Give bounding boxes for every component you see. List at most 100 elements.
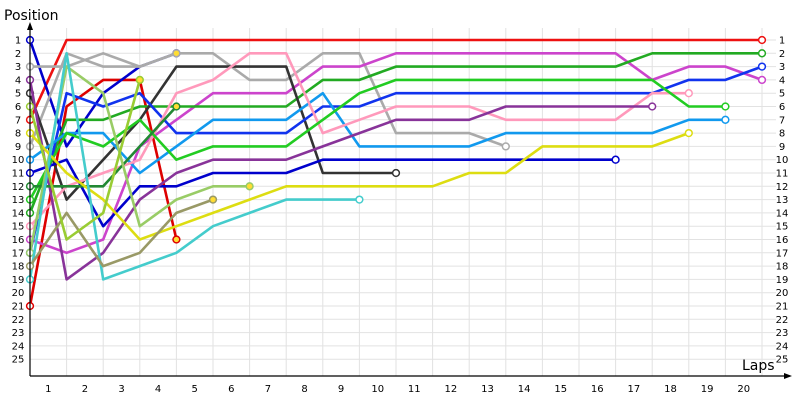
end-point: [721, 102, 730, 111]
y-tick-label: 1: [15, 36, 21, 47]
end-point: [172, 102, 181, 111]
end-point: [355, 195, 364, 204]
y-tick-label: 21: [776, 302, 789, 313]
series-line: [28, 65, 398, 201]
series-line: [28, 78, 727, 201]
end-point: [757, 35, 767, 45]
y-axis-arrow: [27, 22, 33, 30]
y-tick-label: 25: [12, 355, 25, 366]
x-tick-label: 11: [408, 384, 421, 395]
y-tick-label: 12: [12, 182, 25, 193]
x-tick-label: 3: [118, 384, 124, 395]
end-point: [757, 49, 767, 58]
y-tick-label: 6: [15, 102, 21, 113]
x-tick-label: 1: [45, 384, 51, 395]
series-line: [28, 65, 764, 255]
series-line: [28, 38, 764, 122]
y-tick-label: 4: [779, 75, 785, 86]
y-tick-label: 9: [779, 142, 785, 153]
y-tick-label: 22: [776, 315, 789, 326]
x-tick-label: 14: [518, 384, 531, 395]
x-tick-label: 4: [155, 384, 161, 395]
x-tick-label: 9: [338, 384, 344, 395]
end-point: [501, 142, 510, 151]
x-tick-label: 20: [737, 384, 750, 395]
end-point: [208, 195, 218, 204]
y-tick-label: 19: [776, 275, 789, 286]
y-tick-label: 1: [779, 36, 785, 47]
y-tick-label: 5: [15, 89, 21, 100]
y-tick-label: 23: [776, 328, 789, 339]
y-tick-label: 6: [779, 102, 785, 113]
series-line: [28, 78, 654, 281]
y-tick-label: 11: [776, 169, 789, 180]
x-tick-label: 7: [265, 384, 271, 395]
y-tick-labels-right: 1234567891011121314151617181920212223242…: [776, 36, 789, 366]
y-tick-label: 16: [776, 235, 789, 246]
y-tick-label: 24: [12, 341, 25, 352]
y-tick-label: 8: [15, 129, 21, 140]
y-tick-label: 11: [12, 169, 25, 180]
x-tick-label: 15: [554, 384, 567, 395]
y-tick-label: 10: [12, 155, 25, 166]
y-tick-label: 2: [15, 49, 21, 60]
x-tick-label: 16: [591, 384, 604, 395]
y-tick-label: 16: [12, 235, 25, 246]
y-tick-label: 19: [12, 275, 25, 286]
y-tick-label: 14: [12, 208, 25, 219]
x-tick-label: 2: [82, 384, 88, 395]
end-point: [684, 89, 693, 98]
y-tick-label: 7: [15, 115, 21, 126]
series-line: [28, 51, 361, 281]
end-point: [135, 75, 144, 85]
end-point: [245, 182, 254, 191]
y-tick-label: 18: [12, 262, 25, 273]
series-line: [28, 131, 691, 241]
x-tick-label: 8: [301, 384, 307, 395]
end-point: [648, 102, 657, 111]
series-line: [28, 51, 178, 148]
y-tick-label: 18: [776, 262, 789, 273]
end-point: [721, 115, 730, 124]
end-point: [611, 155, 620, 164]
y-tick-labels-left: 1234567891011121314151617181920212223242…: [12, 36, 25, 366]
axes: [27, 22, 792, 379]
series-line: [28, 105, 178, 188]
y-tick-label: 8: [779, 129, 785, 140]
y-tick-label: 5: [779, 89, 785, 100]
x-tick-label: 6: [228, 384, 234, 395]
y-tick-label: 21: [12, 302, 25, 313]
x-tick-label: 5: [192, 384, 198, 395]
series-line: [28, 78, 142, 241]
x-tick-label: 10: [371, 384, 384, 395]
y-tick-label: 15: [12, 222, 25, 233]
end-point: [391, 168, 401, 178]
y-tick-label: 12: [776, 182, 789, 193]
y-tick-label: 17: [776, 248, 789, 259]
y-tick-label: 7: [779, 115, 785, 126]
x-tick-label: 17: [628, 384, 641, 395]
y-tick-label: 3: [779, 62, 785, 73]
y-tick-label: 3: [15, 62, 21, 73]
series-line: [28, 65, 251, 255]
series-line: [28, 51, 691, 228]
x-tick-label: 13: [481, 384, 494, 395]
y-tick-label: 15: [776, 222, 789, 233]
y-tick-label: 20: [776, 288, 789, 299]
series-line: [28, 91, 727, 175]
end-point: [172, 235, 181, 244]
driver-series: [25, 78, 730, 204]
x-tick-label: 19: [701, 384, 714, 395]
x-axis-arrow: [784, 373, 792, 379]
y-tick-label: 14: [776, 208, 789, 219]
y-tick-label: 24: [776, 341, 789, 352]
x-tick-label: 12: [445, 384, 458, 395]
series-layer: [25, 35, 767, 311]
y-tick-label: 17: [12, 248, 25, 259]
end-point: [684, 128, 693, 138]
y-tick-label: 22: [12, 315, 25, 326]
end-point: [172, 49, 181, 58]
y-tick-label: 20: [12, 288, 25, 299]
y-tick-label: 10: [776, 155, 789, 166]
